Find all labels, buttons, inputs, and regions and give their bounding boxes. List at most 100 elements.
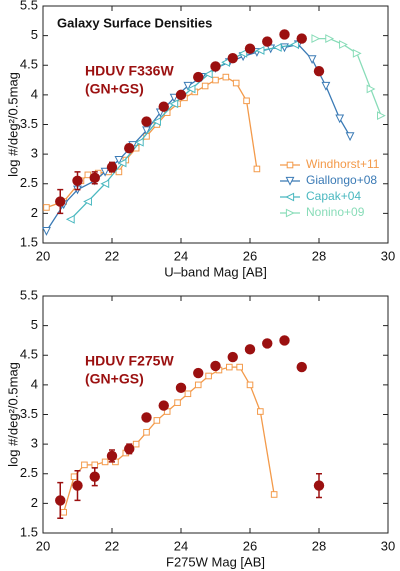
point	[244, 344, 256, 355]
point	[114, 155, 124, 165]
point	[311, 34, 321, 43]
point	[152, 117, 161, 126]
annotation: HDUV F336W	[85, 63, 174, 79]
legend-marker	[285, 176, 295, 186]
point	[345, 132, 355, 142]
x-tick-label: 22	[105, 248, 119, 263]
point	[65, 214, 75, 224]
y-axis-label: log #/deg²/0.5mag	[5, 72, 20, 177]
legend-label: Windhorst+11	[306, 157, 380, 171]
point	[272, 43, 282, 52]
x-tick-label: 20	[36, 538, 50, 553]
y-tick-label: 4	[31, 86, 38, 101]
y-tick-label: 2.5	[20, 175, 38, 190]
point	[262, 36, 273, 47]
point	[101, 458, 109, 466]
series-line	[63, 366, 275, 513]
point	[227, 351, 238, 363]
point	[296, 361, 307, 373]
y-tick-label: 3.5	[20, 116, 38, 131]
point	[134, 137, 144, 147]
point	[153, 417, 161, 424]
point	[335, 114, 345, 124]
point	[279, 29, 290, 40]
point	[201, 82, 209, 90]
point	[243, 97, 250, 105]
point	[244, 43, 256, 54]
series-line	[315, 37, 382, 116]
annotation: (GN+GS)	[85, 371, 144, 387]
y-tick-label: 5	[31, 27, 38, 42]
point	[115, 168, 123, 176]
legend-label: Capak+04	[306, 189, 361, 203]
point	[184, 390, 192, 398]
point	[321, 81, 331, 91]
point	[227, 52, 238, 64]
point	[169, 99, 179, 109]
y-tick-label: 3	[31, 436, 38, 451]
point	[55, 196, 66, 207]
y-tick-label: 3.5	[20, 406, 38, 421]
point	[255, 46, 265, 55]
point	[83, 197, 92, 206]
point	[124, 443, 135, 455]
point	[262, 338, 273, 349]
x-tick-label: 20	[36, 248, 50, 263]
chart-title: Galaxy Surface Densities	[57, 15, 212, 30]
point	[100, 179, 110, 189]
point	[89, 471, 100, 482]
y-tick-label: 4	[31, 376, 38, 391]
point	[194, 381, 202, 389]
point	[89, 172, 100, 184]
x-tick-label: 30	[381, 248, 395, 263]
point	[236, 363, 243, 371]
point	[43, 204, 50, 211]
x-tick-label: 24	[174, 538, 188, 553]
y-tick-label: 4.5	[20, 57, 38, 72]
point	[141, 116, 152, 127]
point	[210, 61, 221, 72]
y-tick-label: 5	[31, 317, 38, 332]
point	[339, 40, 348, 49]
x-tick-label: 22	[105, 538, 119, 553]
point	[203, 69, 213, 79]
legend-marker	[286, 161, 294, 169]
y-tick-label: 2	[31, 495, 38, 510]
point	[232, 79, 240, 87]
y-tick-label: 1.5	[20, 234, 38, 249]
x-tick-label: 30	[381, 538, 395, 553]
point	[205, 372, 212, 380]
point	[193, 367, 204, 379]
point	[70, 473, 78, 481]
point	[81, 461, 88, 469]
point	[124, 143, 135, 154]
point	[366, 84, 376, 94]
point	[143, 428, 150, 436]
annotation: HDUV F275W	[85, 353, 174, 369]
point	[226, 363, 233, 371]
x-axis-label: F275W Mag [AB]	[166, 554, 265, 569]
x-tick-label: 28	[312, 248, 326, 263]
point	[307, 55, 317, 65]
point	[193, 71, 204, 83]
point	[142, 126, 151, 136]
x-tick-label: 26	[243, 538, 257, 553]
point	[313, 480, 325, 491]
y-tick-label: 3	[31, 146, 38, 161]
point	[175, 382, 187, 394]
point	[106, 450, 118, 462]
x-tick-label: 24	[174, 248, 188, 263]
point	[238, 48, 248, 58]
point	[91, 461, 99, 469]
point	[158, 400, 169, 411]
point	[377, 111, 386, 121]
x-tick-label: 26	[243, 248, 257, 263]
point	[246, 381, 254, 389]
legend-marker	[285, 208, 295, 218]
point	[212, 76, 219, 84]
plot-frame	[42, 5, 389, 244]
point	[313, 65, 325, 77]
annotation: (GN+GS)	[85, 81, 144, 97]
point	[290, 40, 299, 49]
